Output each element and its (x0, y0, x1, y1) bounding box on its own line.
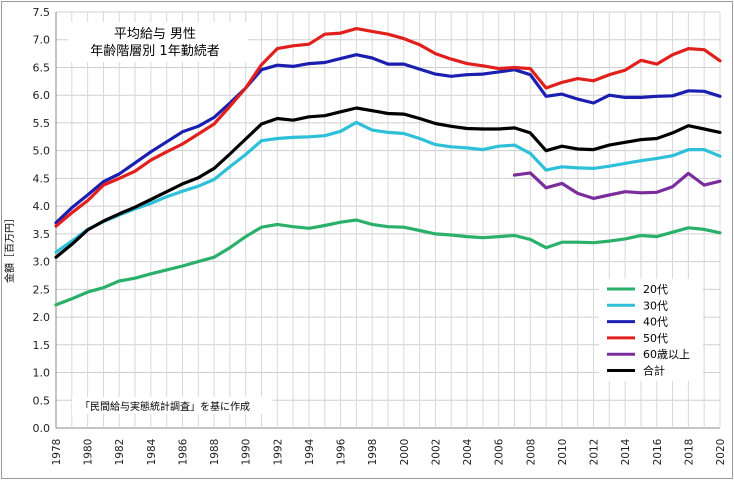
title-background (68, 22, 248, 62)
legend-label: 30代 (643, 299, 668, 312)
x-tick-label: 1978 (51, 439, 63, 466)
series-lines (54, 27, 722, 307)
y-tick-label: 2.0 (33, 311, 51, 324)
y-axis-label: 金額［百万円］ (3, 213, 16, 283)
y-tick-label: 2.5 (33, 283, 51, 296)
series-line-0 (54, 218, 722, 307)
series-line-3 (54, 27, 722, 228)
series-line-2 (54, 53, 722, 225)
x-tick-label: 1992 (272, 439, 284, 466)
chart-title-line2: 年齢階層別 1年勤続者 (90, 44, 219, 59)
series-line-5 (54, 106, 722, 259)
x-tick-label: 1990 (241, 439, 253, 466)
y-tick-label: 6.5 (33, 61, 51, 74)
legend-label: 40代 (643, 316, 668, 329)
y-tick-label: 5.5 (33, 117, 51, 130)
x-tick-label: 2014 (620, 438, 632, 465)
y-tick-label: 0.5 (33, 394, 51, 407)
x-tick-label: 1998 (367, 439, 379, 466)
y-tick-label: 0.0 (33, 422, 51, 435)
y-tick-label: 6.0 (33, 89, 51, 102)
y-tick-label: 4.5 (33, 172, 51, 185)
legend-background (599, 279, 703, 381)
y-tick-label: 5.0 (33, 145, 51, 158)
y-tick-label: 7.5 (33, 6, 51, 19)
x-tick-label: 2018 (683, 439, 695, 466)
y-tick-labels: 0.0 0.5 1.0 1.5 2.0 2.5 3.0 3.5 4.0 4.5 5.0 5.5 6.0 6… (33, 6, 51, 435)
x-tick-label: 1986 (177, 438, 189, 465)
y-tick-label: 3.5 (33, 228, 51, 241)
x-tick-label: 2008 (525, 439, 537, 466)
x-tick-label: 2002 (430, 439, 442, 466)
x-tick-label: 2004 (462, 438, 474, 465)
y-tick-label: 3.0 (33, 256, 51, 269)
legend-label: 合計 (643, 364, 665, 378)
x-tick-label: 1994 (304, 438, 316, 465)
x-tick-label: 1980 (83, 439, 95, 466)
source-note: 「民間給与実態統計調査」を基に作成 (80, 400, 250, 413)
y-tick-label: 7.0 (33, 34, 51, 47)
y-tick-label: 4.0 (33, 200, 51, 213)
y-tick-label: 1.5 (33, 339, 51, 352)
x-tick-label: 1982 (114, 439, 126, 466)
chart-title-line1: 平均給与 男性 (114, 27, 196, 42)
x-tick-label: 2016 (652, 438, 664, 465)
legend-label: 20代 (643, 283, 668, 296)
series-line-4 (512, 171, 722, 200)
x-tick-label: 2000 (399, 439, 411, 466)
x-tick-label: 2010 (557, 439, 569, 466)
x-tick-label: 2006 (494, 438, 506, 465)
x-tick-labels: 1978 1980 1982 1984 1986 1988 1990 1992 1994 1996… (51, 438, 727, 465)
x-tick-label: 1988 (209, 439, 221, 466)
x-tick-label: 2012 (589, 439, 601, 466)
x-tick-label: 2020 (715, 439, 727, 466)
y-tick-label: 1.0 (33, 367, 51, 380)
x-tick-label: 1984 (146, 438, 158, 465)
x-tick-label: 1996 (336, 438, 348, 465)
legend-label: 50代 (643, 332, 668, 345)
series-line-1 (54, 120, 722, 254)
legend-label: 60歳以上 (643, 348, 690, 361)
note-background (72, 397, 272, 414)
